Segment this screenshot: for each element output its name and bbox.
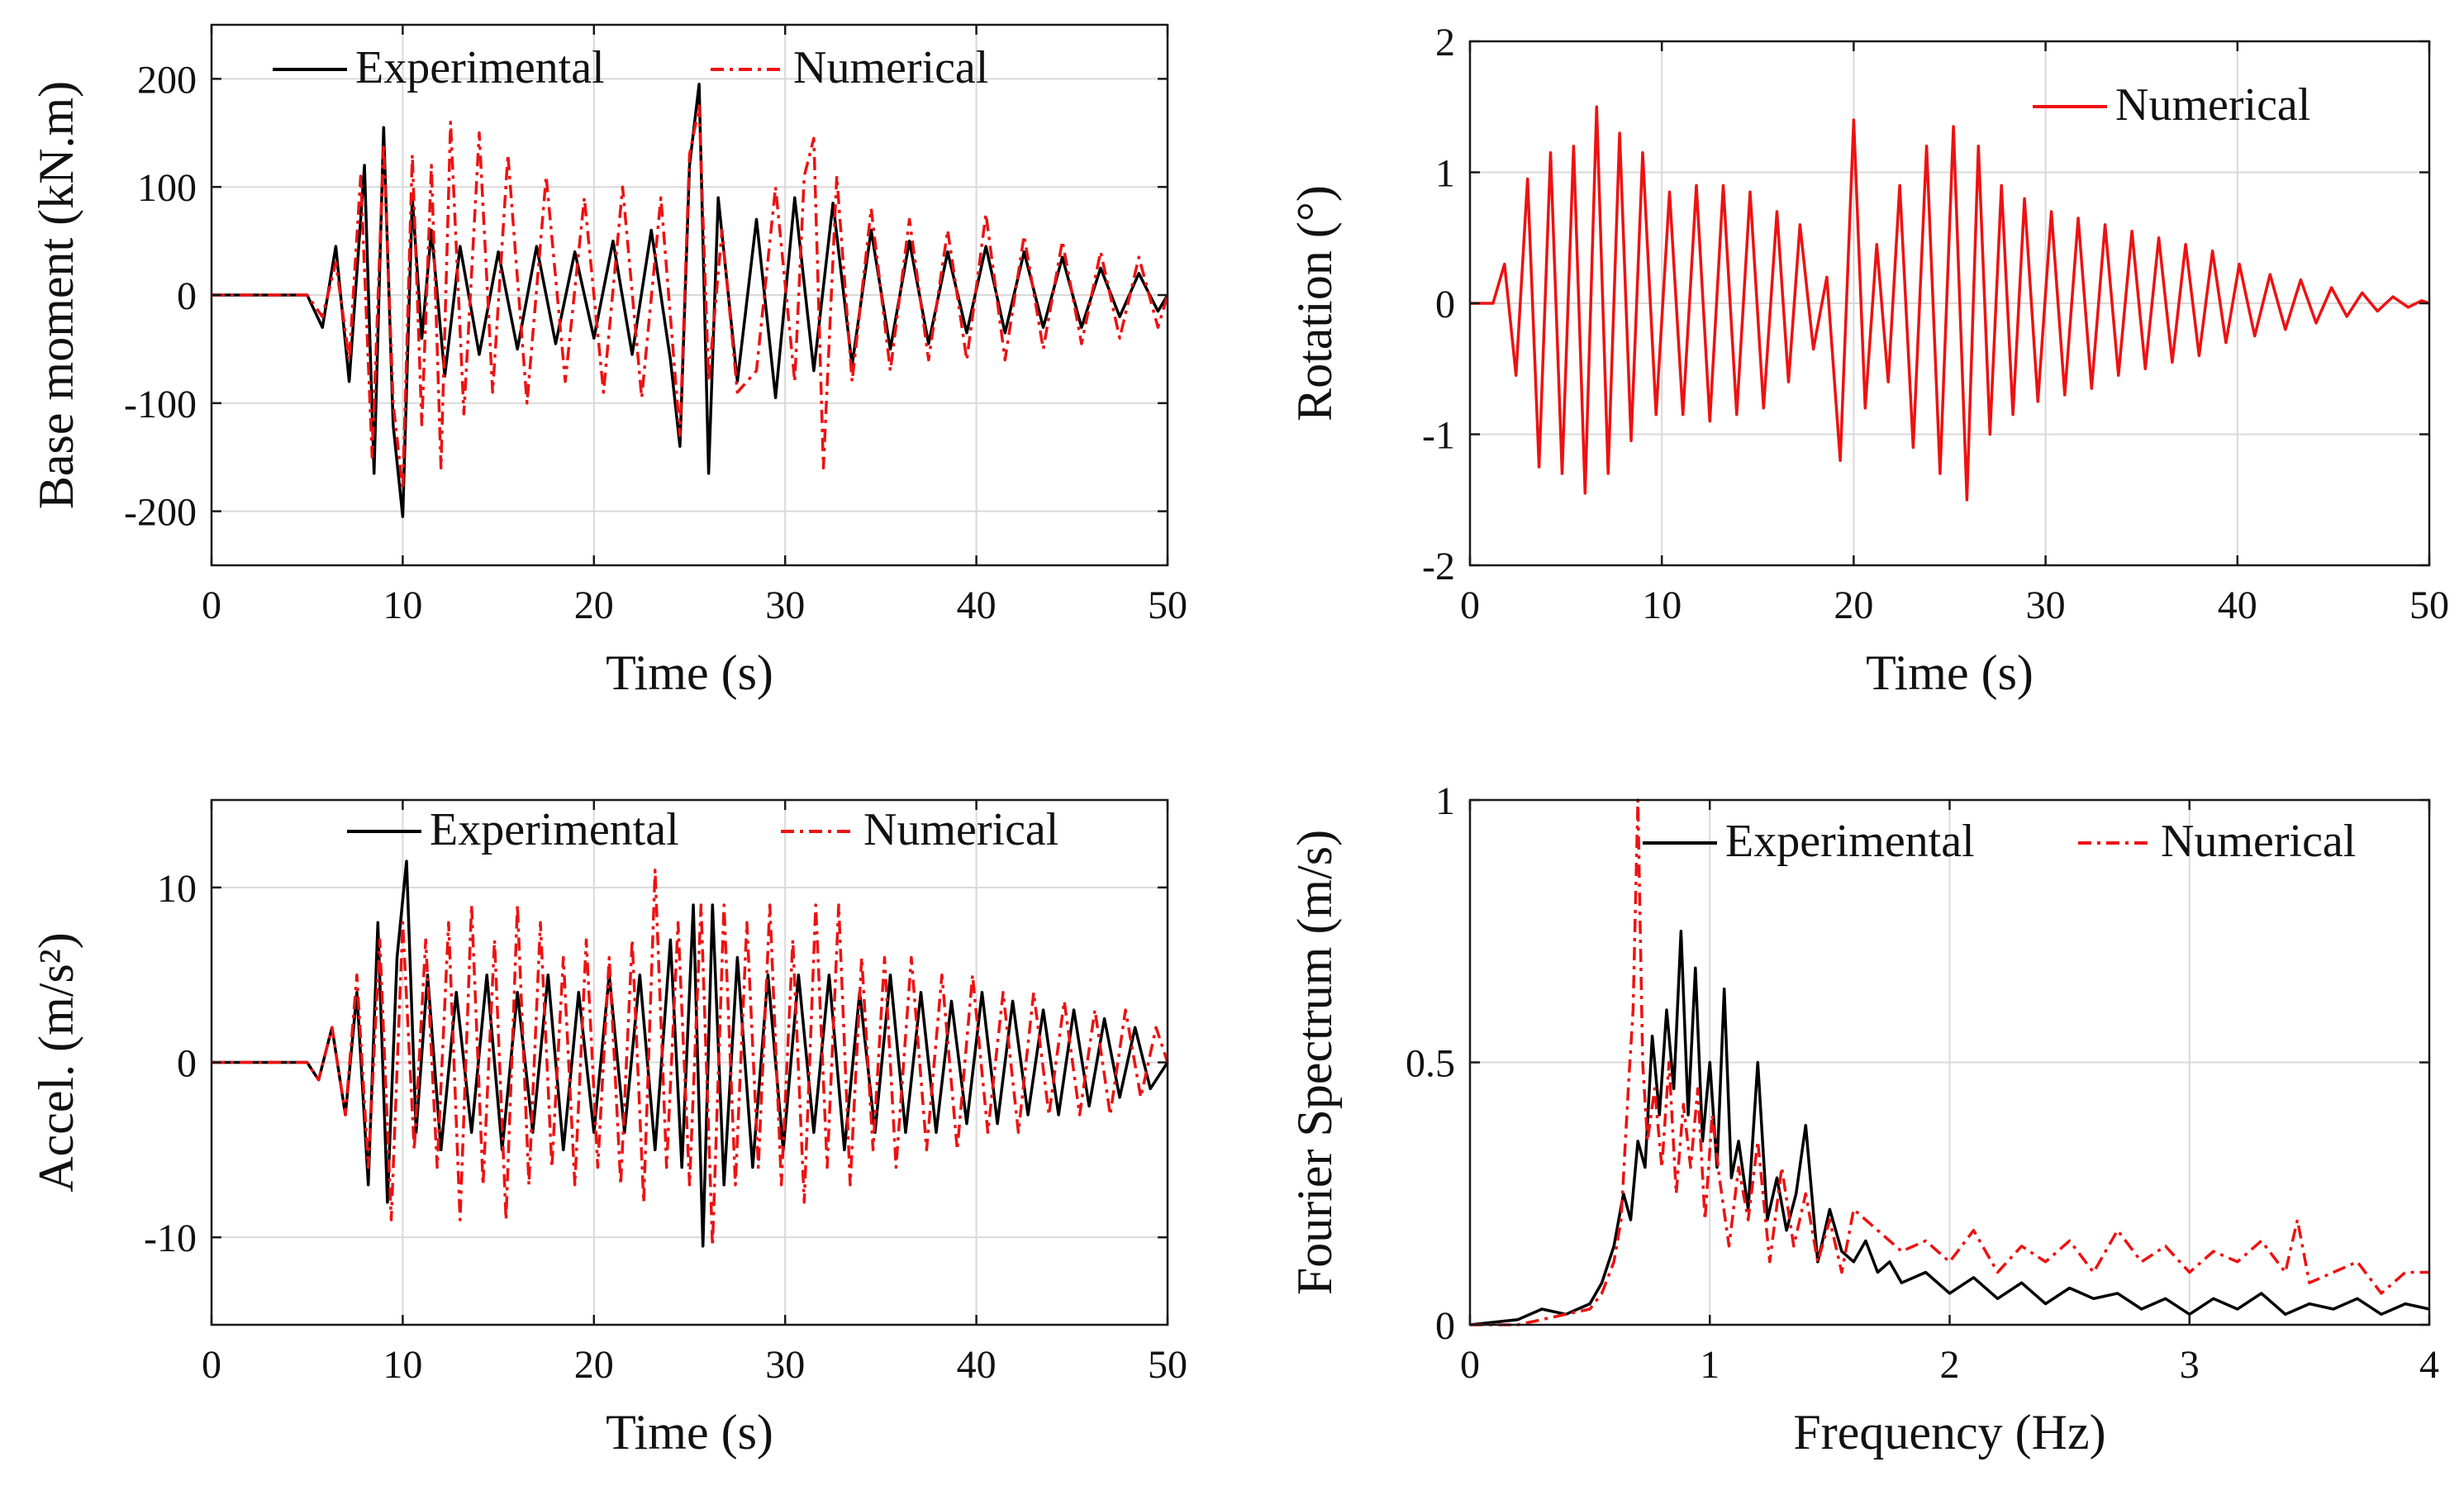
y-tick-label: 0 [1435, 1304, 1455, 1348]
chart-acceleration: 0 10 20 30 40 50 -10 0 10 Time (s) Accel. (m/s²) Ex… [29, 798, 1187, 1460]
legend-label-numerical: Numerical [2161, 816, 2356, 867]
legend-label-experimental: Experimental [355, 42, 605, 93]
y-axis-label: Rotation (°) [1287, 185, 1342, 421]
y-tick-label: -1 [1422, 414, 1455, 458]
series-numerical-line [212, 104, 1169, 492]
x-tick-label: 30 [765, 583, 805, 627]
y-tick-label: 0 [1435, 283, 1455, 326]
x-axis-label: Time (s) [1866, 645, 2034, 700]
x-tick-label: 30 [2026, 583, 2066, 627]
y-tick-label: 1 [1435, 152, 1455, 196]
y-tick-label: -2 [1422, 545, 1455, 588]
x-tick-label: 40 [957, 583, 997, 627]
x-tick-label: 10 [1642, 583, 1682, 627]
y-axis-label: Fourier Spectrum (m/s) [1287, 830, 1342, 1295]
x-tick-label: 0 [1460, 1343, 1480, 1387]
y-axis-label: Accel. (m/s²) [29, 932, 83, 1193]
x-tick-label: 20 [574, 1343, 614, 1387]
y-tick-label: 0 [177, 1042, 197, 1086]
chart-base-moment: 0 10 20 30 40 50 -200 -100 0 100 200 Time (s) Base m… [29, 23, 1187, 700]
x-axis-label: Frequency (Hz) [1793, 1405, 2105, 1460]
x-tick-label: 30 [765, 1343, 805, 1387]
x-tick-label: 20 [574, 583, 614, 627]
y-tick-label: 0.5 [1406, 1042, 1455, 1086]
y-axis-label: Base moment (kN.m) [29, 81, 83, 509]
legend-label-numerical: Numerical [863, 804, 1058, 855]
y-tick-label: 2 [1435, 21, 1455, 64]
chart-rotation: 0 10 20 30 40 50 -2 -1 0 1 2 Time (s) Rotation (°) Nu… [1287, 21, 2449, 700]
x-tick-label: 40 [2218, 583, 2257, 627]
series-numerical-line [1470, 105, 2430, 502]
x-tick-label: 20 [1834, 583, 1873, 627]
legend-label-experimental: Experimental [430, 804, 679, 855]
legend-label-experimental: Experimental [1725, 816, 1975, 867]
y-tick-label: 1 [1435, 779, 1455, 823]
y-tick-label: -10 [144, 1217, 197, 1260]
x-tick-label: 0 [1460, 583, 1480, 627]
y-tick-label: 10 [157, 867, 197, 911]
series-experimental-line [1469, 930, 2430, 1326]
x-tick-label: 2 [1940, 1343, 1960, 1387]
x-tick-label: 0 [202, 1343, 221, 1387]
y-tick-label: 200 [137, 58, 197, 102]
y-tick-label: -100 [124, 383, 197, 426]
series-numerical-line [1470, 798, 2429, 1326]
x-axis-label: Time (s) [606, 1405, 773, 1460]
x-tick-label: 0 [202, 583, 221, 627]
y-tick-label: -200 [124, 491, 197, 535]
y-tick-label: 100 [137, 166, 197, 210]
legend-label-numerical: Numerical [2115, 79, 2310, 131]
chart-fourier-spectrum: 0 1 2 3 4 0 0.5 1 Frequency (Hz) Fourier Spectrum… [1287, 779, 2439, 1460]
x-tick-label: 3 [2180, 1343, 2200, 1387]
legend-label-numerical: Numerical [793, 42, 988, 93]
x-tick-label: 10 [383, 583, 422, 627]
x-tick-label: 40 [957, 1343, 997, 1387]
x-tick-label: 4 [2419, 1343, 2439, 1387]
y-tick-label: 0 [177, 274, 197, 318]
x-tick-label: 1 [1700, 1343, 1720, 1387]
series-numerical-line [212, 868, 1169, 1248]
series-experimental-line [212, 83, 1169, 518]
x-tick-label: 50 [1148, 1343, 1187, 1387]
x-axis-label: Time (s) [606, 645, 773, 700]
x-tick-label: 50 [2409, 583, 2449, 627]
x-tick-label: 50 [1148, 583, 1187, 627]
x-tick-label: 10 [383, 1343, 422, 1387]
